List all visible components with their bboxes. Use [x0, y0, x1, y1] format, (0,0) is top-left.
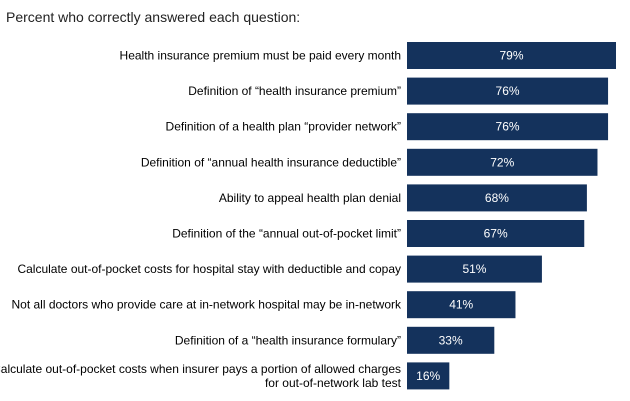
- value-label-0: 79%: [499, 49, 523, 63]
- value-label-4: 68%: [485, 191, 509, 205]
- bar-7: [407, 291, 516, 319]
- value-label-5: 67%: [484, 227, 508, 241]
- category-label-7: Not all doctors who provide care at in-n…: [11, 298, 402, 312]
- bar-8: [407, 326, 495, 354]
- chart-title: Percent who correctly answered each ques…: [6, 9, 301, 25]
- bar-5: [407, 220, 585, 247]
- value-label-9: 16%: [416, 369, 440, 383]
- category-label-4: Ability to appeal health plan denial: [219, 191, 401, 205]
- bar-4: [407, 184, 587, 212]
- value-label-6: 51%: [462, 262, 486, 276]
- category-label-8: Definition of a “health insurance formul…: [175, 333, 401, 347]
- bar-0: [407, 42, 616, 69]
- value-label-1: 76%: [496, 84, 520, 98]
- value-label-3: 72%: [490, 155, 514, 169]
- bar-1: [407, 77, 609, 105]
- value-label-7: 41%: [449, 298, 473, 312]
- category-label-6: Calculate out-of-pocket costs for hospit…: [17, 262, 401, 276]
- category-label-0: Health insurance premium must be paid ev…: [120, 49, 401, 63]
- bar-2: [407, 113, 609, 141]
- category-label-9: Calculate out-of-pocket costs when insur…: [0, 362, 402, 390]
- value-label-8: 33%: [439, 333, 463, 347]
- value-label-2: 76%: [496, 120, 520, 134]
- category-label-3: Definition of “annual health insurance d…: [141, 155, 401, 169]
- bar-6: [407, 255, 542, 283]
- category-label-1: Definition of “health insurance premium”: [188, 84, 401, 98]
- bar-9: [407, 362, 450, 390]
- bar-3: [407, 148, 598, 176]
- category-label-2: Definition of a health plan “provider ne…: [166, 120, 401, 134]
- category-label-5: Definition of the “annual out-of-pocket …: [172, 227, 401, 241]
